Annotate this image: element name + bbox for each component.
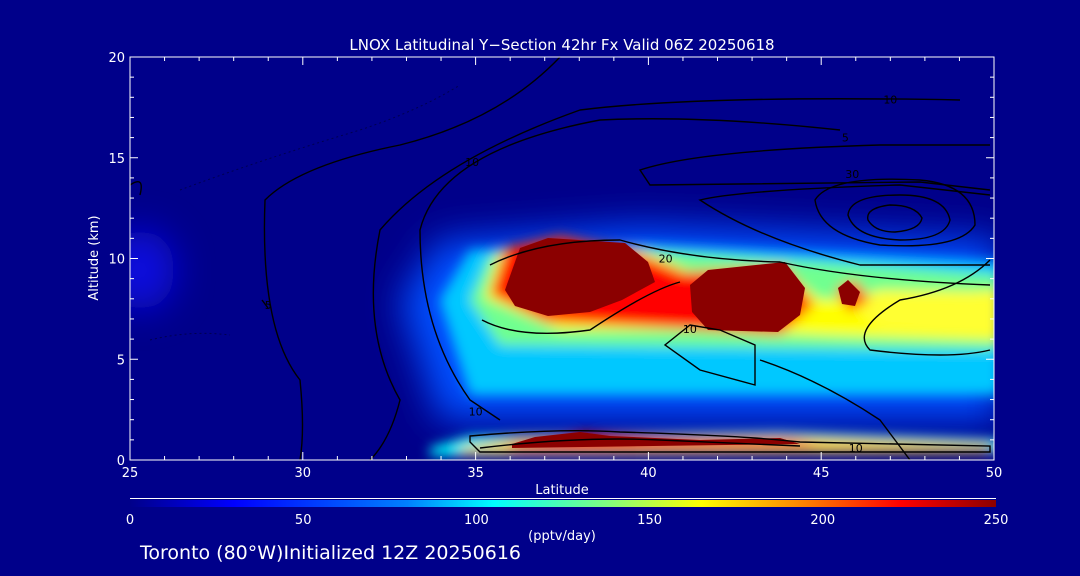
footer-caption: Toronto (80°W)Initialized 12Z 20250616 [140,542,522,564]
chart-title: LNOX Latitudinal Y−Section 42hr Fx Valid… [349,36,774,54]
y-tick-label: 20 [108,51,125,66]
y-tick-label: 10 [108,253,125,268]
contour-label: 10 [465,156,479,169]
x-axis-label: Latitude [535,483,589,498]
x-tick-label: 40 [640,466,657,481]
y-tick-label: 15 [108,152,125,167]
contour-label: 30 [845,168,859,181]
contour-label: 10 [883,93,897,106]
x-axis: 25 30 35 40 45 50 [122,57,1003,481]
contour-label: 10 [469,406,483,419]
contour-label: 10 [683,323,697,336]
colorbar-top-line [130,498,996,499]
contour-label: 20 [659,253,673,266]
x-tick-label: 45 [813,466,830,481]
colorbar-tick-label: 200 [810,513,835,528]
y-tick-label: 5 [117,353,125,368]
colorbar-tick-label: 50 [295,513,312,528]
contour-label: 10 [849,442,863,455]
contour-labels: 10 10 5 30 20 10 10 10 5 [265,93,898,455]
x-tick-label: 30 [295,466,312,481]
x-tick-label: 35 [467,466,484,481]
y-axis-label: Altitude (km) [87,215,102,300]
contour-label: 5 [842,132,849,145]
colorbar-tick-label: 250 [984,513,1009,528]
colorbar-tick-label: 0 [126,513,134,528]
colorbar-tick-label: 150 [637,513,662,528]
y-tick-label: 0 [117,454,125,469]
colorbar-label: (pptv/day) [528,529,596,544]
colorbar-tick-label: 100 [464,513,489,528]
lnox-shaded-field [130,57,994,460]
colorbar-ticks: 0 50 100 150 200 250 [126,513,1009,528]
contour-label: 5 [265,299,272,312]
y-axis: 0 5 10 15 20 [108,51,994,469]
x-tick-label: 50 [986,466,1003,481]
x-tick-label: 25 [122,466,139,481]
colorbar [130,500,996,507]
